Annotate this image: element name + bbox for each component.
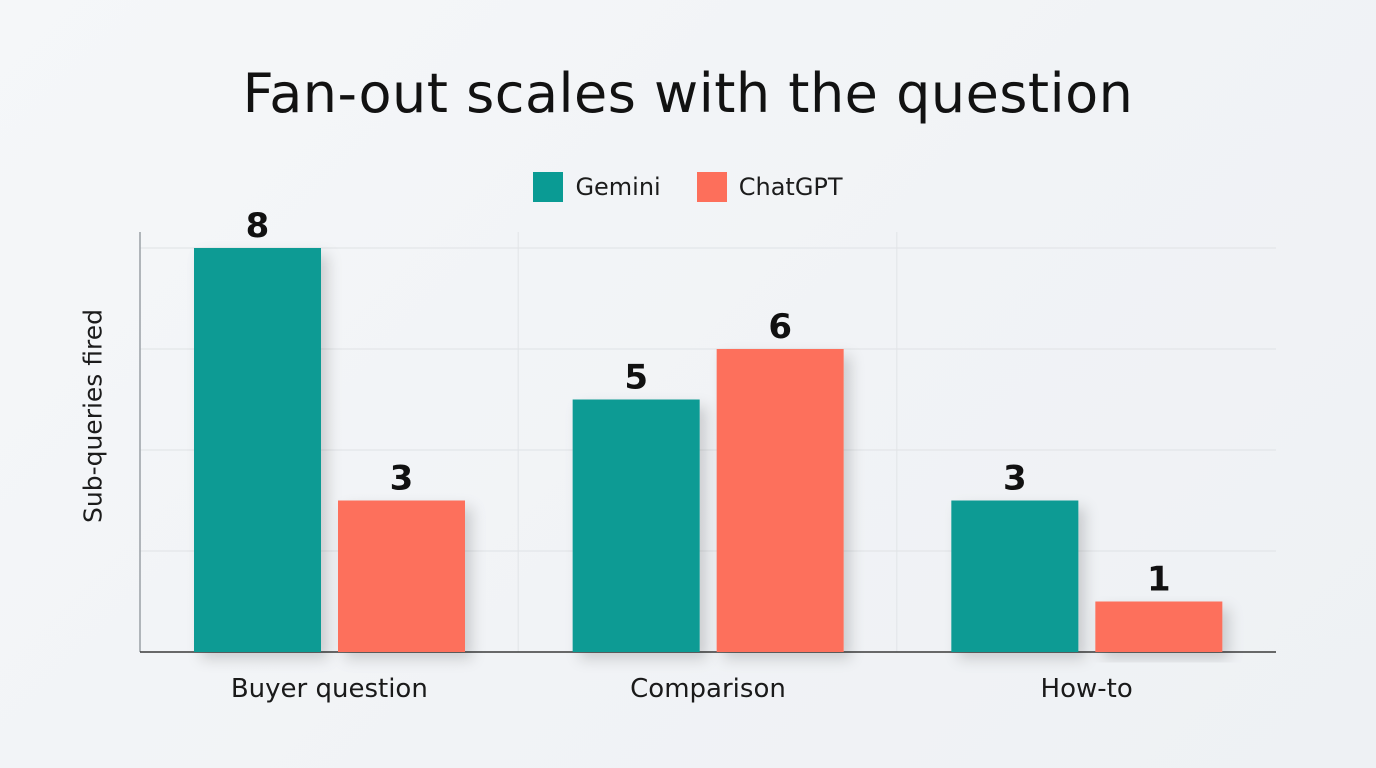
bar-chatgpt-comparison bbox=[716, 349, 844, 652]
data-label-chatgpt-buyer-question: 3 bbox=[390, 459, 414, 499]
legend-label-chatgpt: ChatGPT bbox=[738, 173, 843, 201]
x-tick-label: Buyer question bbox=[231, 674, 428, 704]
data-label-chatgpt-how-to: 1 bbox=[1147, 560, 1171, 600]
bar-chatgpt-buyer-question bbox=[338, 500, 465, 652]
data-label-chatgpt-comparison: 6 bbox=[768, 307, 792, 347]
legend-swatch-gemini bbox=[533, 172, 564, 202]
bar-gemini-buyer-question bbox=[194, 248, 321, 652]
bar-gemini-how-to bbox=[951, 500, 1079, 652]
data-label-gemini-comparison: 5 bbox=[624, 358, 648, 398]
x-tick-label: How-to bbox=[1041, 674, 1133, 704]
x-tick-label: Comparison bbox=[630, 674, 786, 704]
data-label-gemini-buyer-question: 8 bbox=[246, 206, 270, 246]
category-labels: Buyer question Comparison How-to bbox=[231, 674, 1133, 704]
axes bbox=[139, 232, 1276, 653]
bar-chatgpt-how-to bbox=[1095, 601, 1223, 652]
grid bbox=[140, 232, 1276, 652]
chart-title: Fan-out scales with the question bbox=[242, 62, 1134, 125]
legend: Gemini ChatGPT bbox=[0, 172, 1376, 202]
bars bbox=[194, 248, 1223, 652]
legend-item-gemini: Gemini bbox=[533, 172, 661, 202]
legend-label-gemini: Gemini bbox=[575, 173, 661, 201]
legend-item-chatgpt: ChatGPT bbox=[696, 172, 843, 202]
bar-gemini-comparison bbox=[572, 399, 700, 652]
legend-swatch-chatgpt bbox=[696, 172, 727, 202]
data-labels: 8 3 5 6 3 1 bbox=[246, 206, 1171, 600]
data-label-gemini-how-to: 3 bbox=[1003, 459, 1027, 499]
